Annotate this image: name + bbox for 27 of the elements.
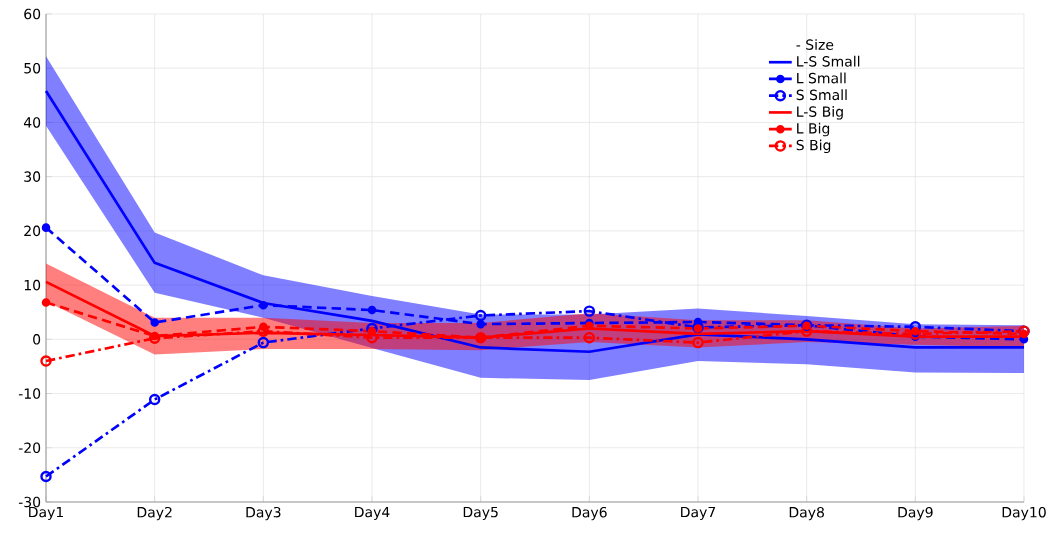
y-tick-label: 10 xyxy=(24,279,41,291)
y-tick-label: 20 xyxy=(24,225,41,237)
legend-title: - Size xyxy=(796,39,834,50)
legend-label: L Big xyxy=(797,122,830,137)
legend-label: L-S Big xyxy=(797,106,843,120)
x-tick-label: Day3 xyxy=(246,506,281,521)
y-tick-label: -10 xyxy=(18,388,41,399)
y-tick-label: 0 xyxy=(33,334,41,345)
x-tick-label: Day7 xyxy=(681,506,716,521)
x-tick-label: Day2 xyxy=(137,506,172,521)
x-tick-label: Day9 xyxy=(898,506,933,521)
legend-label: L-S Small xyxy=(797,55,860,67)
y-tick-label: 30 xyxy=(24,171,41,182)
legend-label: S Small xyxy=(796,89,847,101)
y-tick-label: 50 xyxy=(24,62,41,74)
x-tick-label: Day6 xyxy=(572,506,607,521)
x-tick-label: Day4 xyxy=(355,506,390,521)
x-tick-label: Day8 xyxy=(789,506,824,521)
y-tick-label: -20 xyxy=(18,442,41,454)
y-tick-label: 40 xyxy=(23,117,41,128)
legend-label: S Big xyxy=(796,139,831,154)
y-tick-label: 60 xyxy=(24,8,41,20)
x-tick-label: Day5 xyxy=(463,506,498,521)
x-tick-label: Day1 xyxy=(29,506,63,521)
x-tick-label: Day10 xyxy=(1002,506,1046,521)
legend-label: L Small xyxy=(797,72,846,84)
y-tick-label: -30 xyxy=(18,496,41,508)
